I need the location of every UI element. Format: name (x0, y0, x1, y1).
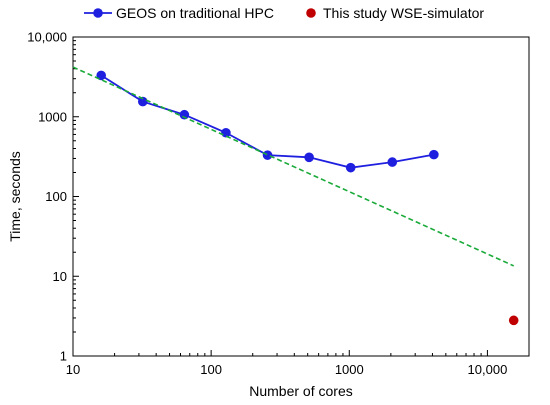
y-tick-label: 10,000 (27, 30, 67, 45)
y-tick-label: 100 (45, 189, 67, 204)
x-tick-label: 10,000 (468, 362, 508, 377)
legend-label: GEOS on traditional HPC (116, 5, 274, 21)
x-tick-label: 10 (66, 362, 80, 377)
legend-label: This study WSE-simulator (323, 5, 484, 21)
y-axis-title: Time, seconds (7, 151, 23, 242)
data-point (262, 150, 273, 160)
x-axis-title: Number of cores (249, 383, 352, 399)
plot-area (72, 36, 530, 357)
x-tick-label: 1000 (335, 362, 364, 377)
legend: GEOS on traditional HPC This study WSE-si… (84, 5, 484, 21)
data-point (429, 149, 439, 160)
data-point (304, 152, 314, 163)
data-point (345, 162, 356, 173)
y-tick-label: 1 (60, 349, 67, 364)
data-point (221, 127, 231, 138)
series-group (96, 70, 439, 173)
y-tick-label: 10 (53, 269, 67, 284)
y-tick-label: 1000 (38, 109, 67, 124)
trend-line-path (72, 66, 515, 267)
series-layer (72, 66, 519, 326)
data-point (96, 70, 106, 81)
legend-marker (306, 8, 316, 18)
data-point (508, 315, 519, 326)
data-point (137, 96, 148, 107)
data-point (387, 157, 398, 167)
data-point (179, 109, 190, 120)
legend-marker (93, 8, 103, 18)
x-tick-label: 100 (200, 362, 222, 377)
trend-line (72, 66, 515, 267)
series-group (508, 315, 519, 326)
